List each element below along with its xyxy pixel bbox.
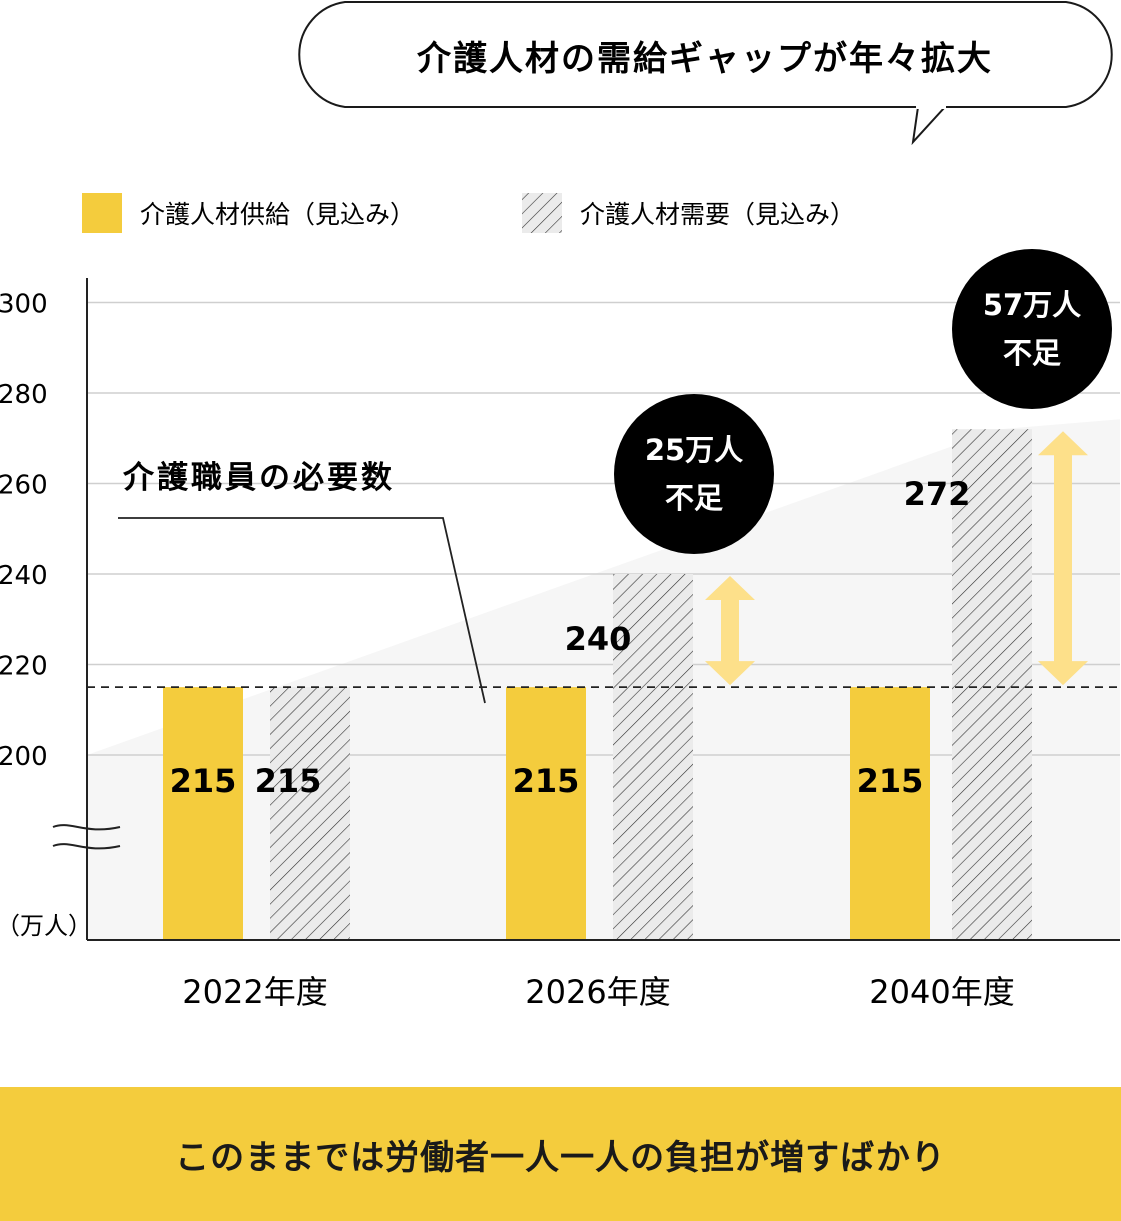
x-tick-label: 2026年度: [525, 973, 670, 1011]
reference-line-label: 介護職員の必要数: [122, 460, 395, 496]
y-axis-unit: （万人）: [0, 912, 92, 940]
data-label-supply: 215: [170, 762, 237, 800]
shortage-badge-label: 不足: [665, 481, 723, 515]
y-tick-label: 200: [0, 742, 48, 772]
legend-swatch-demand: [522, 193, 562, 233]
data-label-supply: 215: [513, 762, 580, 800]
shortage-badge: [614, 394, 774, 554]
x-tick-label: 2040年度: [869, 973, 1014, 1011]
x-tick-label: 2022年度: [182, 973, 327, 1011]
callout-bubble: 介護人材の需給ギャップが年々拡大: [298, 0, 1113, 146]
shortage-badge-amount: 57万人: [983, 288, 1081, 322]
y-tick-label: 280: [0, 380, 48, 410]
data-label-demand: 272: [904, 475, 971, 513]
bar-demand: [952, 429, 1032, 940]
reference-leader-line: [118, 517, 486, 704]
shortage-badge-amount: 25万人: [645, 433, 743, 467]
bar-supply: [163, 687, 243, 940]
bar-supply: [850, 687, 930, 940]
bar-demand: [270, 687, 350, 940]
legend-label-supply: 介護人材供給（見込み）: [140, 200, 415, 229]
legend: 介護人材供給（見込み） 介護人材需要（見込み）: [82, 193, 855, 233]
axis-break-icon: [52, 824, 121, 850]
gap-arrow-icon: [1038, 431, 1088, 686]
legend-label-demand: 介護人材需要（見込み）: [580, 200, 855, 229]
below-200-area: [87, 755, 1120, 940]
bar-supply: [506, 687, 586, 940]
y-tick-label: 300: [0, 290, 48, 320]
data-label-demand: 215: [255, 762, 322, 800]
data-label-supply: 215: [857, 762, 924, 800]
gap-arrow-icon: [705, 576, 755, 686]
shortage-badge: [952, 249, 1112, 409]
bottom-banner: このままでは労働者一人一人の負担が増すばかり: [0, 1087, 1121, 1221]
bar-demand: [613, 574, 693, 940]
shortage-badge-label: 不足: [1003, 336, 1061, 370]
legend-swatch-supply: [82, 193, 122, 233]
y-tick-label: 220: [0, 652, 48, 682]
y-tick-label: 240: [0, 561, 48, 591]
callout-title: 介護人材の需給ギャップが年々拡大: [417, 39, 993, 79]
data-label-demand: 240: [565, 620, 632, 658]
banner-text: このままでは労働者一人一人の負担が増すばかり: [175, 1137, 946, 1178]
y-tick-label: 260: [0, 471, 48, 501]
